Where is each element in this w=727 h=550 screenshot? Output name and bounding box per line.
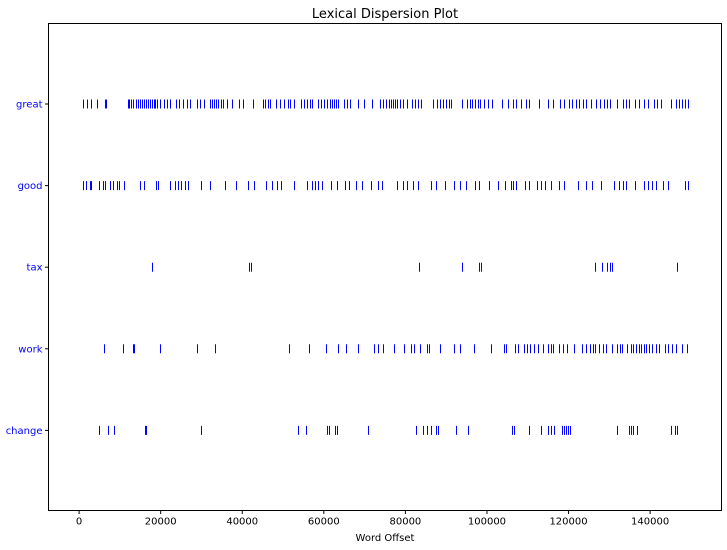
x-tick-label: 100000 — [468, 517, 506, 528]
x-tick-label: 20000 — [145, 517, 177, 528]
chart-title: Lexical Dispersion Plot — [312, 7, 458, 22]
y-tick-label-work: work — [18, 344, 42, 355]
x-tick-label: 40000 — [226, 517, 258, 528]
y-axis: great good tax work change — [6, 100, 49, 437]
plot-frame — [48, 23, 722, 511]
y-tick-label-good: good — [18, 181, 43, 192]
x-axis-label: Word Offset — [356, 533, 415, 544]
dispersion-marks — [83, 99, 689, 435]
x-tick-label: 80000 — [389, 517, 421, 528]
x-tick-label: 0 — [76, 517, 82, 528]
y-tick-label-great: great — [16, 100, 43, 111]
y-tick-label-tax: tax — [27, 263, 43, 274]
x-axis: 0 20000 40000 60000 80000 100000 120000 140000 — [76, 510, 669, 528]
x-tick-label: 60000 — [308, 517, 340, 528]
y-tick-label-change: change — [6, 426, 43, 437]
x-tick-label: 140000 — [631, 517, 669, 528]
x-tick-label: 120000 — [549, 517, 587, 528]
